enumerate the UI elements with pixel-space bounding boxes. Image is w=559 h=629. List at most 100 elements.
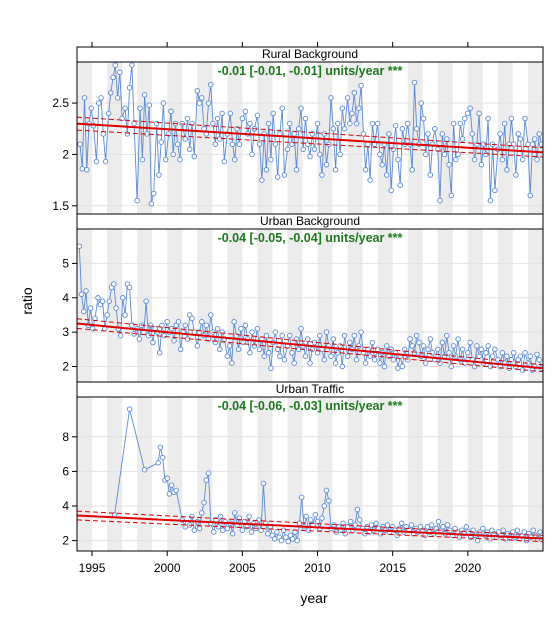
year-stripe (107, 229, 123, 382)
data-point (435, 346, 441, 353)
data-point (317, 332, 323, 339)
data-point (360, 131, 367, 137)
data-point (283, 534, 289, 540)
data-point (227, 110, 234, 117)
data-point (409, 343, 415, 349)
data-point (196, 525, 203, 532)
data-point (344, 353, 351, 359)
data-point (446, 161, 452, 168)
data-point (427, 336, 434, 342)
data-point (501, 120, 508, 127)
data-point (356, 517, 363, 523)
data-point (351, 90, 358, 96)
data-point (286, 120, 293, 127)
data-point (444, 332, 450, 339)
data-point (122, 105, 128, 111)
data-point (304, 336, 311, 342)
data-point (485, 115, 491, 122)
data-point (219, 110, 225, 117)
x-tick-label: 1995 (79, 561, 106, 575)
data-point (311, 146, 318, 153)
data-point (232, 156, 238, 163)
x-axis: 1995 2000 2005 2010 2015 2020 (79, 42, 482, 575)
data-point (444, 136, 450, 142)
data-point (347, 120, 353, 127)
data-point (256, 346, 263, 353)
data-point (112, 62, 119, 68)
data-point (150, 339, 156, 346)
data-point (295, 126, 302, 132)
data-point (354, 506, 361, 513)
data-point (463, 524, 470, 530)
data-point (106, 298, 113, 304)
y-tick-label: 2 (62, 534, 69, 548)
data-point (291, 360, 297, 366)
data-point (515, 131, 521, 137)
data-point (453, 156, 459, 163)
data-point (221, 158, 228, 165)
data-point (173, 487, 179, 494)
data-point (469, 131, 476, 137)
data-point (96, 100, 102, 106)
data-point (538, 141, 543, 147)
data-point (432, 126, 438, 132)
data-point (341, 332, 348, 339)
series-layer (77, 406, 543, 545)
data-point (339, 363, 346, 370)
data-point (88, 105, 95, 111)
data-point (341, 126, 348, 132)
year-stripes (77, 229, 543, 382)
data-point (328, 95, 334, 101)
data-point (335, 120, 341, 127)
data-point (281, 356, 288, 363)
year-stripe (437, 397, 453, 551)
year-stripe (197, 229, 213, 382)
year-stripe (467, 62, 483, 214)
data-point (504, 167, 510, 173)
data-point (407, 336, 413, 342)
x-axis-title: year (300, 590, 328, 606)
data-point (398, 520, 405, 527)
data-point (220, 527, 226, 533)
y-tick-label: 3 (62, 325, 69, 339)
data-point (279, 332, 285, 339)
data-point (462, 115, 468, 122)
data-point (229, 141, 236, 147)
data-point (102, 158, 109, 165)
data-point (113, 305, 119, 311)
data-point (191, 527, 198, 533)
data-point (455, 336, 461, 342)
data-point (254, 325, 261, 332)
data-point (263, 332, 270, 339)
data-point (353, 356, 360, 363)
data-point (450, 343, 457, 349)
data-point (418, 100, 424, 106)
data-point (425, 131, 431, 137)
data-point (513, 172, 519, 178)
data-point (81, 308, 87, 315)
data-point (404, 120, 411, 127)
data-point (277, 353, 283, 359)
year-stripe (77, 62, 93, 214)
data-point (263, 167, 270, 173)
data-point (224, 525, 231, 532)
data-point (522, 350, 528, 356)
data-point (232, 510, 238, 516)
panel-0: -0.01 [-0.01, -0.01] units/year *** Rural… (52, 46, 544, 215)
data-point (194, 88, 201, 94)
data-point (99, 298, 106, 304)
data-point (332, 167, 339, 173)
data-point (224, 353, 231, 359)
trend-line (77, 122, 543, 154)
panels: -0.01 [-0.01, -0.01] units/year *** Rural… (52, 46, 544, 552)
x-tick-label: 2010 (304, 561, 331, 575)
data-point (249, 151, 255, 158)
x-tick-label: 2005 (229, 561, 256, 575)
data-point (175, 319, 182, 325)
data-point (531, 136, 538, 142)
data-point (272, 141, 279, 147)
data-point (321, 503, 328, 509)
data-point (411, 350, 418, 356)
data-point (78, 291, 85, 298)
data-point (184, 115, 191, 122)
